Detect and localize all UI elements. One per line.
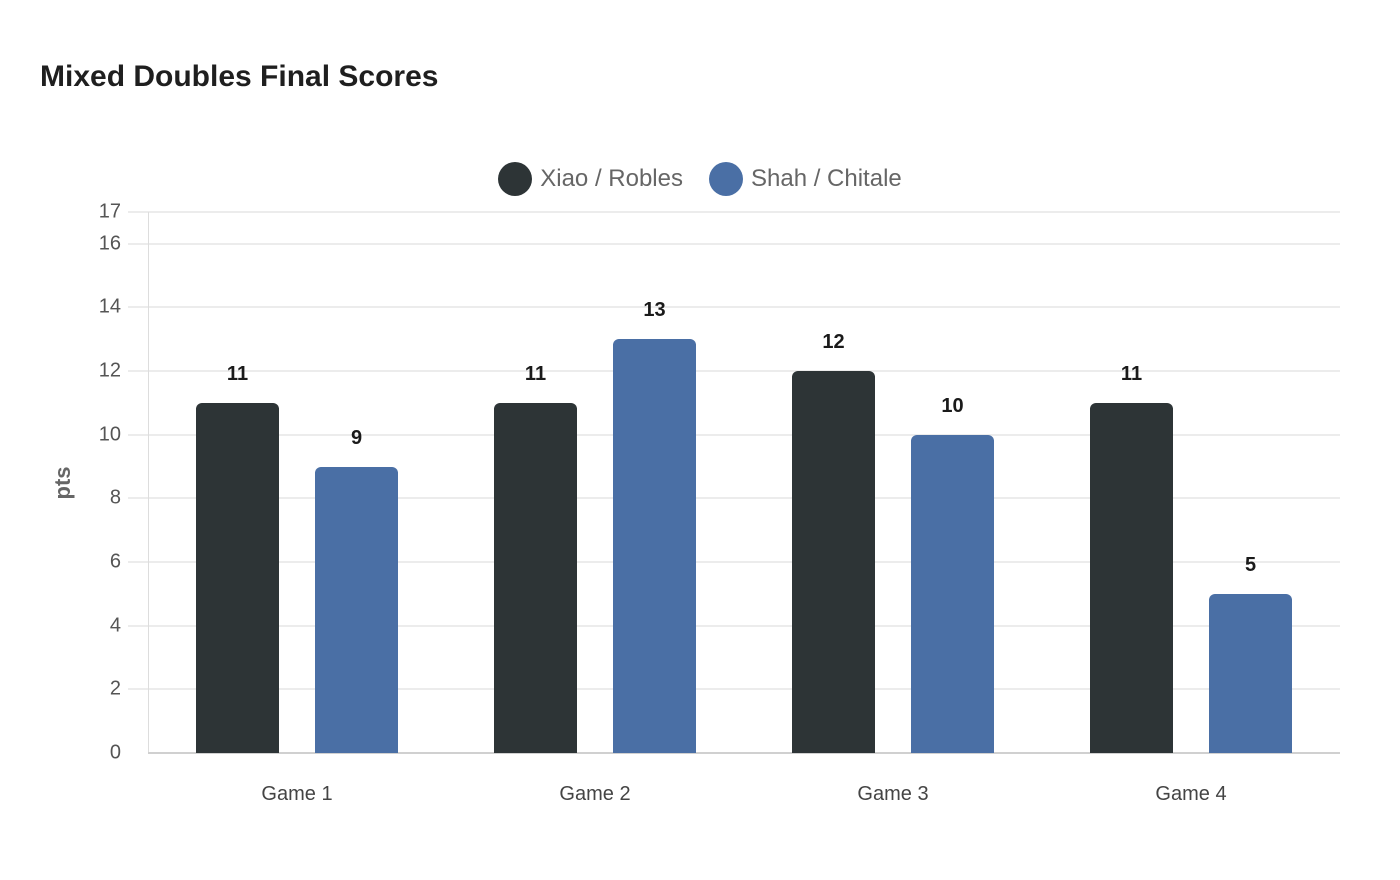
bar-xiao-robles-game-2[interactable] [494,402,577,753]
bar-value-label: 10 [941,394,964,417]
y-axis-line [148,212,149,754]
x-tick-label: Game 2 [559,783,631,805]
legend-label: Xiao / Robles [540,165,683,192]
bar-value-label: 11 [524,362,547,385]
y-tick-label: 4 [109,614,121,637]
x-tick-label: Game 3 [857,783,929,805]
gridline [128,624,1340,627]
y-tick-label: 16 [98,232,121,255]
y-tick-label: 12 [98,359,121,382]
bar-value-label: 13 [643,299,666,322]
gridline [128,211,1340,213]
y-tick-label: 14 [98,295,121,318]
bar-value-label: 9 [350,426,363,449]
bar-value-label: 11 [226,362,249,385]
gridline [128,306,1340,309]
legend-item-shah-chitale[interactable]: Shah / Chitale [708,162,902,196]
chart-title: Mixed Doubles Final Scores [40,60,439,93]
y-tick-label: 6 [109,550,121,573]
bar-value-label: 11 [1120,362,1143,385]
y-tick-label: 8 [109,486,121,509]
bar-shah-chitale-game-1[interactable] [315,466,398,753]
legend: Xiao / Robles Shah / Chitale [0,162,1400,196]
bar-shah-chitale-game-4[interactable] [1209,593,1292,753]
gridline [128,433,1340,436]
gridline [128,561,1340,564]
gridline [128,497,1340,500]
gridline [128,242,1340,245]
bar-xiao-robles-game-3[interactable] [792,371,875,753]
bar-shah-chitale-game-3[interactable] [911,434,994,753]
bar-value-label: 12 [822,331,845,354]
legend-swatch-icon [708,162,743,196]
y-tick-label: 2 [109,677,121,700]
y-tick-label: 0 [109,741,121,764]
x-tick-label: Game 1 [261,783,333,805]
bar-xiao-robles-game-1[interactable] [196,402,279,753]
legend-swatch-icon [498,162,533,196]
x-axis-line [148,752,1340,754]
bar-value-label: 5 [1244,553,1257,576]
bar-xiao-robles-game-4[interactable] [1090,402,1173,753]
gridline [128,688,1340,691]
gridline [128,370,1340,373]
legend-item-xiao-robles[interactable]: Xiao / Robles [498,162,683,196]
x-tick-label: Game 4 [1155,783,1227,805]
legend-label: Shah / Chitale [750,165,902,192]
y-tick-label: 17 [98,200,121,223]
bar-shah-chitale-game-2[interactable] [613,339,696,753]
y-tick-label: 10 [98,423,121,446]
